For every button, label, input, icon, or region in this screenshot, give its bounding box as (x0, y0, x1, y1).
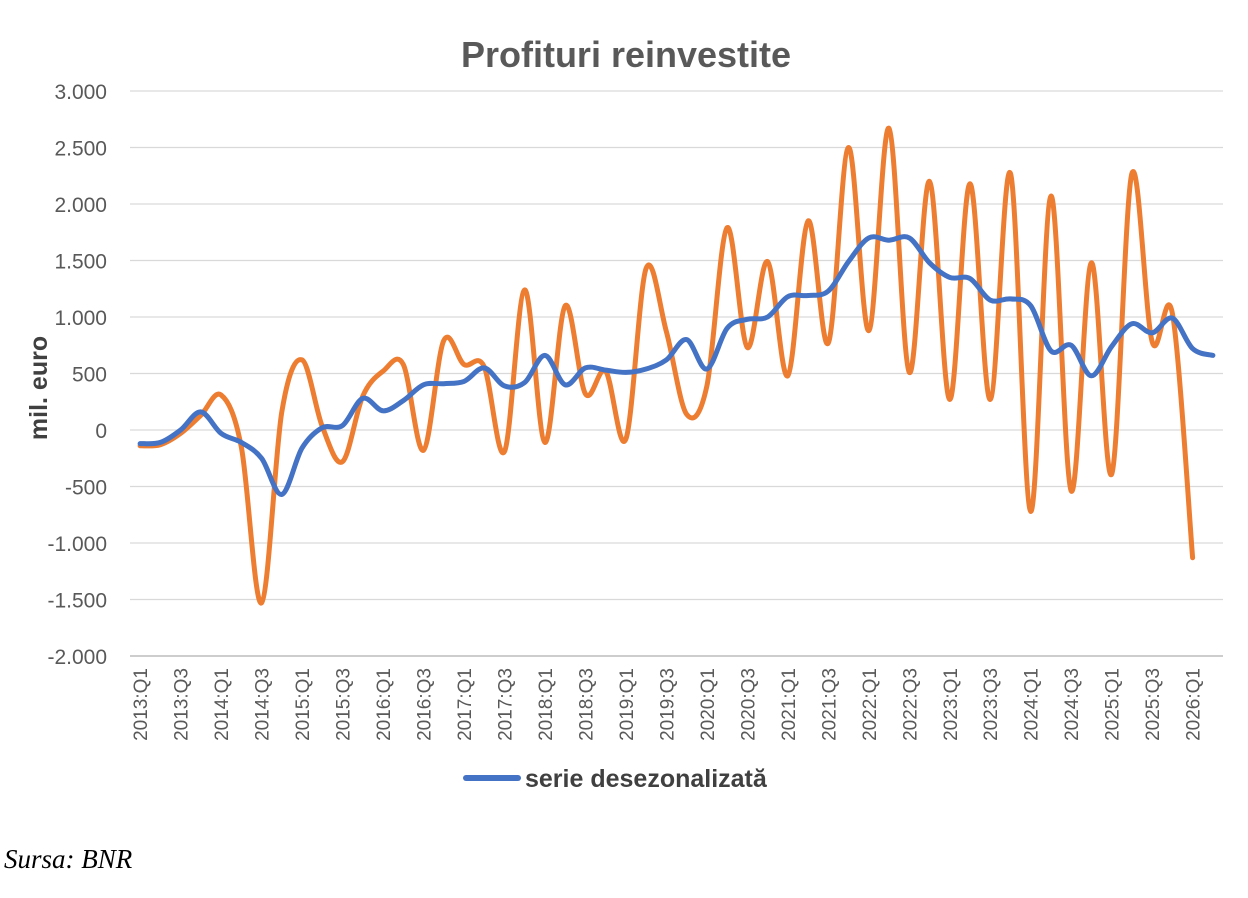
y-tick-label: 1.000 (54, 307, 107, 330)
series-line-raw (137, 125, 1196, 606)
x-tick-label: 2016:Q1 (374, 668, 395, 741)
legend: serie desezonalizată (463, 765, 768, 793)
y-tick-label: 2.000 (54, 194, 107, 217)
x-tick-label: 2022:Q3 (900, 668, 921, 741)
x-tick-label: 2023:Q3 (981, 668, 1002, 741)
x-tick-label: 2018:Q3 (576, 668, 597, 741)
y-axis-label: mil. euro (25, 336, 53, 440)
x-tick-label: 2019:Q3 (657, 668, 678, 741)
y-tick-label: 500 (72, 364, 107, 387)
x-tick-label: 2014:Q1 (212, 668, 233, 741)
x-tick-label: 2023:Q1 (941, 668, 962, 741)
y-tick-label: -1.500 (47, 590, 107, 613)
chart-title: Profituri reinvestite (461, 34, 791, 75)
y-tick-label: 1.500 (54, 251, 107, 274)
x-tick-label: 2015:Q1 (293, 668, 314, 741)
x-tick-label: 2024:Q1 (1022, 668, 1043, 741)
x-tick-label: 2021:Q1 (779, 668, 800, 741)
x-tick-label: 2025:Q3 (1143, 668, 1164, 741)
x-tick-label: 2013:Q3 (172, 668, 193, 741)
legend-label-serie-desezonalizata: serie desezonalizată (525, 765, 768, 793)
x-axis-ticks: 2013:Q1 2013:Q3 2014:Q1 2014:Q3 2015:Q1 2015:… (131, 668, 1205, 741)
x-tick-label: 2017:Q3 (495, 668, 516, 741)
x-tick-label: 2024:Q3 (1062, 668, 1083, 741)
x-tick-label: 2021:Q3 (819, 668, 840, 741)
series-lines (137, 125, 1216, 606)
x-tick-label: 2018:Q1 (536, 668, 557, 741)
x-tick-label: 2019:Q1 (617, 668, 638, 741)
x-tick-label: 2016:Q3 (414, 668, 435, 741)
x-tick-label: 2026:Q1 (1184, 668, 1205, 741)
y-axis-ticks: -2.000 -1.500 -1.000 -500 0 500 1.000 1.500 2.00… (47, 81, 107, 669)
y-tick-label: -2.000 (47, 646, 107, 669)
x-tick-label: 2015:Q3 (334, 668, 355, 741)
x-tick-label: 2013:Q1 (131, 668, 152, 741)
y-tick-label: 0 (95, 420, 107, 443)
y-tick-label: -500 (65, 477, 107, 500)
y-tick-label: 3.000 (54, 81, 107, 104)
x-tick-label: 2025:Q1 (1103, 668, 1124, 741)
y-tick-label: 2.500 (54, 138, 107, 161)
x-tick-label: 2017:Q1 (455, 668, 476, 741)
series-line-seasonally-adjusted (137, 234, 1216, 497)
x-tick-label: 2020:Q3 (738, 668, 759, 741)
x-tick-label: 2022:Q1 (860, 668, 881, 741)
source-note: Sursa: BNR (4, 844, 133, 874)
y-tick-label: -1.000 (47, 533, 107, 556)
x-tick-label: 2020:Q1 (698, 668, 719, 741)
x-tick-label: 2014:Q3 (253, 668, 274, 741)
